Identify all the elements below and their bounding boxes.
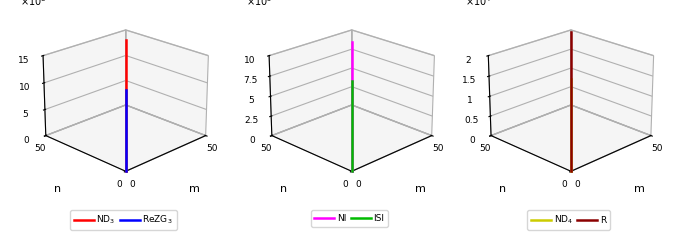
Text: ×10$^4$: ×10$^4$ xyxy=(465,0,492,8)
Y-axis label: n: n xyxy=(279,184,287,194)
Text: ×10$^5$: ×10$^5$ xyxy=(246,0,272,8)
Text: ×10$^8$: ×10$^8$ xyxy=(20,0,47,8)
X-axis label: m: m xyxy=(415,184,426,194)
Legend: ND$_4$, R: ND$_4$, R xyxy=(527,210,610,230)
X-axis label: m: m xyxy=(634,184,645,194)
Y-axis label: n: n xyxy=(499,184,506,194)
X-axis label: m: m xyxy=(189,184,200,194)
Legend: NI, ISI: NI, ISI xyxy=(311,210,388,227)
Y-axis label: n: n xyxy=(53,184,61,194)
Legend: ND$_3$, ReZG$_3$: ND$_3$, ReZG$_3$ xyxy=(70,210,177,230)
